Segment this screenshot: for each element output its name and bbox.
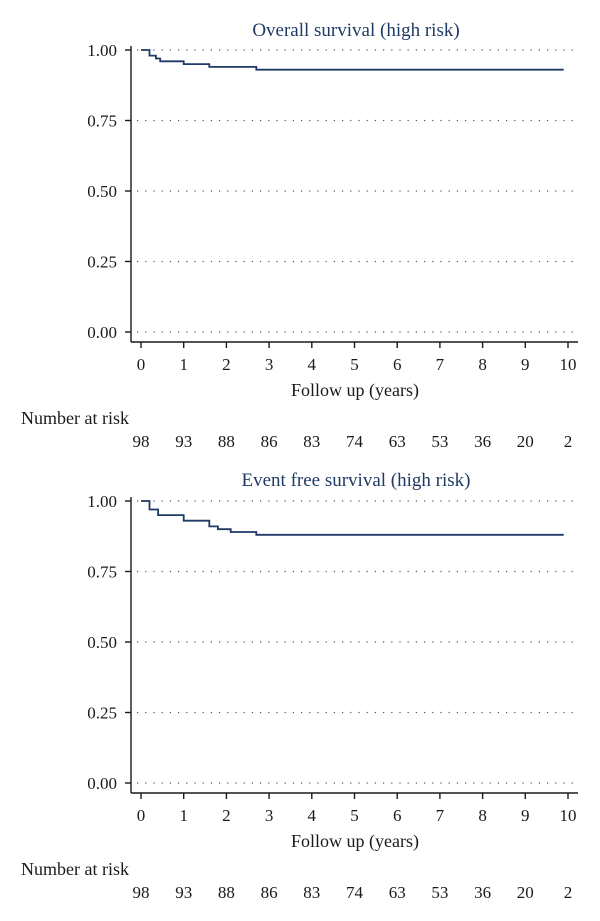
x-tick-label: 5: [350, 355, 359, 374]
x-tick-label: 7: [436, 355, 445, 374]
x-tick-label: 1: [179, 806, 188, 825]
number-at-risk-value: 88: [218, 432, 235, 451]
number-at-risk-value: 93: [175, 883, 192, 902]
x-tick-label: 4: [308, 355, 317, 374]
x-tick-label: 3: [265, 806, 274, 825]
number-at-risk-value: 2: [564, 432, 573, 451]
number-at-risk-title: Number at risk: [21, 859, 129, 879]
y-tick-label: 0.00: [87, 774, 117, 793]
y-tick-label: 0.25: [87, 253, 117, 272]
number-at-risk-value: 63: [389, 432, 406, 451]
y-tick-label: 0.50: [87, 633, 117, 652]
x-tick-label: 2: [222, 806, 231, 825]
x-tick-label: 4: [308, 806, 317, 825]
number-at-risk-value: 98: [133, 432, 150, 451]
chart-title: Event free survival (high risk): [242, 470, 471, 491]
x-axis-label: Follow up (years): [291, 380, 419, 401]
x-tick-label: 0: [137, 806, 146, 825]
x-tick-label: 10: [560, 806, 577, 825]
x-tick-label: 2: [222, 355, 231, 374]
chart-title: Overall survival (high risk): [252, 20, 459, 41]
x-tick-label: 10: [560, 355, 577, 374]
x-tick-label: 6: [393, 806, 402, 825]
number-at-risk-value: 36: [474, 432, 491, 451]
number-at-risk-value: 83: [303, 883, 320, 902]
x-tick-label: 0: [137, 355, 146, 374]
number-at-risk-value: 36: [474, 883, 491, 902]
y-tick-label: 0.75: [87, 112, 117, 131]
x-tick-label: 8: [478, 355, 487, 374]
number-at-risk-value: 88: [218, 883, 235, 902]
x-axis-label: Follow up (years): [291, 831, 419, 852]
number-at-risk-value: 93: [175, 432, 192, 451]
number-at-risk-value: 20: [517, 432, 534, 451]
x-tick-label: 6: [393, 355, 402, 374]
x-tick-label: 9: [521, 806, 530, 825]
y-tick-label: 1.00: [87, 41, 117, 60]
number-at-risk-value: 53: [431, 883, 448, 902]
number-at-risk-value: 86: [261, 883, 278, 902]
number-at-risk-value: 83: [303, 432, 320, 451]
number-at-risk-value: 63: [389, 883, 406, 902]
x-tick-label: 9: [521, 355, 530, 374]
x-tick-label: 8: [478, 806, 487, 825]
number-at-risk-value: 74: [346, 432, 364, 451]
y-tick-label: 0.25: [87, 704, 117, 723]
y-tick-label: 0.50: [87, 182, 117, 201]
survival-curve-line: [141, 49, 564, 71]
event-free-survival-panel: Event free survival (high risk) 0.00 0.25 0…: [21, 470, 578, 902]
x-tick-label: 3: [265, 355, 274, 374]
overall-survival-panel: Overall survival (high risk) 0.00 0.25 0.50…: [21, 20, 578, 451]
number-at-risk-value: 20: [517, 883, 534, 902]
x-tick-label: 5: [350, 806, 359, 825]
number-at-risk-value: 98: [133, 883, 150, 902]
y-tick-label: 0.00: [87, 323, 117, 342]
number-at-risk-value: 53: [431, 432, 448, 451]
x-tick-label: 1: [179, 355, 188, 374]
number-at-risk-value: 86: [261, 432, 278, 451]
number-at-risk-title: Number at risk: [21, 408, 129, 428]
y-tick-label: 1.00: [87, 492, 117, 511]
number-at-risk-value: 74: [346, 883, 364, 902]
x-tick-label: 7: [436, 806, 445, 825]
y-tick-label: 0.75: [87, 563, 117, 582]
number-at-risk-value: 2: [564, 883, 573, 902]
survival-curve-line: [141, 500, 564, 536]
